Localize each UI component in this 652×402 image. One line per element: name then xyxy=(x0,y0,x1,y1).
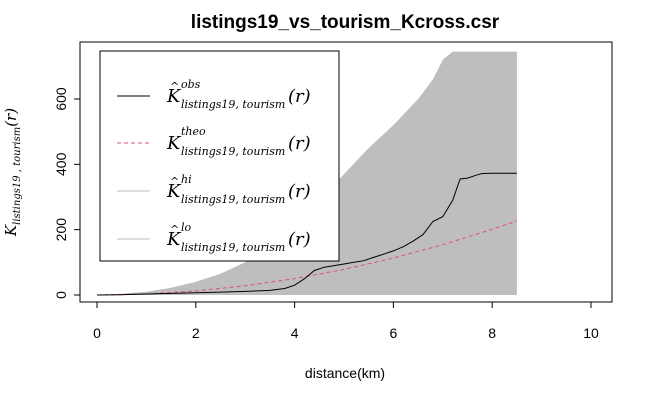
legend-label-sub: listings19, tourism xyxy=(181,145,285,158)
legend-label-suffix: (r) xyxy=(288,86,311,107)
x-tick-label: 6 xyxy=(390,325,398,341)
legend-entry-obs: K^ obs listings19, tourism (r) xyxy=(117,78,311,111)
svg-text:Klistings19 , tourism(r): Klistings19 , tourism(r) xyxy=(2,108,23,237)
legend-label-sup: hi xyxy=(181,173,192,186)
y-tick-label: 0 xyxy=(53,291,69,299)
legend-entry-hi: K^ hi listings19, tourism (r) xyxy=(117,173,311,206)
legend-label-sub: listings19, tourism xyxy=(181,193,285,206)
legend-hat: ^ xyxy=(170,175,179,188)
x-tick-label: 10 xyxy=(583,325,599,341)
y-axis: 0 200 400 600 xyxy=(53,87,81,299)
legend-entry-lo: K^ lo listings19, tourism (r) xyxy=(117,221,311,254)
legend-label-sup: obs xyxy=(181,78,201,91)
legend-label-suffix: (r) xyxy=(288,133,311,154)
x-tick-label: 2 xyxy=(192,325,200,341)
legend-label-base: K xyxy=(166,229,182,250)
series-obs-line xyxy=(96,172,517,296)
legend-label-sup: theo xyxy=(181,125,206,138)
y-axis-label-suffix: (r) xyxy=(2,108,20,127)
legend-label-suffix: (r) xyxy=(288,181,311,202)
legend-box xyxy=(99,50,340,262)
legend-label-sup: lo xyxy=(181,221,192,234)
legend-label-suffix: (r) xyxy=(288,229,311,250)
x-tick-label: 4 xyxy=(291,325,299,341)
legend-hat: ^ xyxy=(170,223,179,236)
y-axis-label-base: K xyxy=(2,224,20,237)
chart-title: listings19_vs_tourism_Kcross.csr xyxy=(191,12,500,33)
envelope-layer xyxy=(97,51,517,295)
x-tick-label: 0 xyxy=(93,325,101,341)
envelope-band xyxy=(97,51,517,295)
legend-label-sub: listings19, tourism xyxy=(181,241,285,254)
x-axis: 0 2 4 6 8 10 xyxy=(93,301,599,341)
series-layer xyxy=(96,172,518,296)
x-axis-label: distance(km) xyxy=(305,365,385,381)
y-tick-label: 600 xyxy=(53,87,69,111)
y-axis-label: Klistings19 , tourism(r) xyxy=(2,108,23,237)
y-tick-label: 400 xyxy=(53,152,69,176)
y-axis-label-subscript: listings19 , tourism xyxy=(12,127,23,225)
legend-label-sub: listings19, tourism xyxy=(181,98,285,111)
legend-label-base: K xyxy=(166,133,182,154)
legend-label-base: K xyxy=(166,86,182,107)
legend-hat: ^ xyxy=(170,80,179,93)
legend-label-base: K xyxy=(166,181,182,202)
y-tick-label: 200 xyxy=(53,218,69,242)
x-tick-label: 8 xyxy=(488,325,496,341)
